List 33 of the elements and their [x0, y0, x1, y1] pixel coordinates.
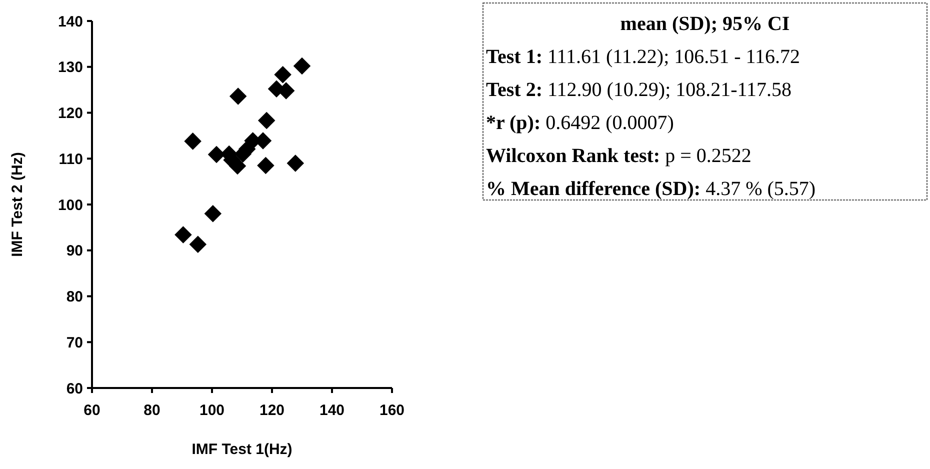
text: Test 1: 111.61 (11.22); 106.51 - 116.72 [486, 46, 800, 68]
y-tick-label: 70 [66, 334, 83, 352]
text: % Mean difference (SD): 4.37 % (5.57) [486, 178, 816, 200]
text: Test 2: 112.90 (10.29); 108.21-117.58 [486, 79, 792, 101]
x-axis-title: IMF Test 1(Hz) [192, 441, 292, 458]
y-tick-label: 80 [66, 288, 83, 306]
x-tick-label: 140 [319, 402, 345, 419]
point [204, 205, 222, 222]
point [274, 66, 292, 84]
x-tick-label: 80 [144, 402, 160, 419]
y-axis-title: IMF Test 2 (Hz) [9, 152, 26, 257]
y-tick-label: 100 [58, 196, 83, 214]
text: Wilcoxon Rank test: p = 0.2522 [486, 145, 752, 167]
y-tick-label: 110 [58, 150, 83, 168]
point [286, 154, 304, 172]
point [184, 132, 202, 150]
text: mean (SD); 95% CI [620, 13, 790, 35]
point [189, 236, 207, 254]
y-tick-label: 60 [66, 380, 83, 398]
y-tick-label: 90 [66, 242, 83, 260]
x-tick-label: 160 [379, 402, 405, 419]
y-tick-label: 130 [58, 59, 83, 76]
x-tick-label: 100 [199, 402, 225, 419]
x-tick-label: 60 [84, 402, 100, 419]
x-tick-label: 120 [259, 402, 285, 419]
point [174, 226, 192, 244]
text: *r (p): 0.6492 (0.0007) [486, 112, 674, 134]
point [257, 156, 274, 174]
point [258, 112, 276, 130]
y-tick-label: 120 [58, 105, 83, 122]
point [229, 88, 247, 105]
point [293, 57, 311, 75]
y-tick-label: 140 [58, 13, 83, 30]
